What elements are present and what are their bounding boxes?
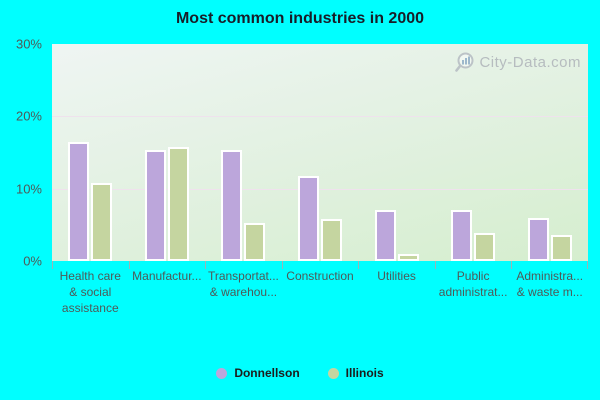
bar-group-4 xyxy=(358,44,435,261)
x-label-0: Health care & social assistance xyxy=(59,269,121,315)
x-label-2: Transportat... & warehou... xyxy=(207,269,279,299)
bar-illinois-5 xyxy=(474,232,496,261)
legend-item-donnellson: Donnellson xyxy=(216,366,300,380)
y-axis: 30% 20% 10% 0% xyxy=(0,37,46,269)
legend-marker-icon xyxy=(216,367,228,379)
bar-group-6 xyxy=(511,44,588,261)
x-label-3: Construction xyxy=(286,269,354,283)
y-tick-label-0%: 0% xyxy=(23,253,42,269)
bar-donnellson-3 xyxy=(298,175,320,261)
gridline-20% xyxy=(52,116,588,118)
bar-donnellson-0 xyxy=(68,142,90,261)
watermark-text: City-Data.com xyxy=(479,53,581,71)
gridline-10% xyxy=(52,188,588,190)
y-tick-label-20%: 20% xyxy=(15,108,42,124)
bar-donnellson-2 xyxy=(221,150,243,261)
bar-donnellson-6 xyxy=(527,217,549,261)
bar-group-2 xyxy=(205,44,282,261)
x-label-6: Administra... & waste m... xyxy=(516,269,584,299)
chart-title: Most common industries in 2000 xyxy=(175,10,425,27)
x-tick-7 xyxy=(587,261,588,269)
x-axis: Health care & social assistance Manufactur.… xyxy=(52,261,588,323)
bar-illinois-3 xyxy=(321,219,343,261)
watermark: City-Data.com xyxy=(454,51,581,73)
x-label-1: Manufactur... xyxy=(132,269,202,283)
x-label-4: Utilities xyxy=(377,269,416,283)
x-tick-1 xyxy=(128,261,130,269)
x-tick-4 xyxy=(358,261,360,269)
y-tick-label-30%: 30% xyxy=(15,36,42,52)
legend-item-illinois: Illinois xyxy=(327,366,384,380)
bars-row xyxy=(52,44,588,261)
bar-illinois-1 xyxy=(167,146,189,261)
legend: Donnellson Illinois xyxy=(0,366,600,380)
plot-area: City-Data.com xyxy=(52,44,588,261)
legend-label: Donnellson xyxy=(234,366,300,380)
x-label-5: Public administrat... xyxy=(438,269,508,299)
x-tick-3 xyxy=(281,261,283,269)
bar-group-3 xyxy=(282,44,359,261)
bar-illinois-4 xyxy=(397,253,419,261)
bar-illinois-6 xyxy=(550,234,572,261)
bar-donnellson-1 xyxy=(144,150,166,261)
bar-illinois-0 xyxy=(91,182,113,261)
bar-group-1 xyxy=(129,44,206,261)
legend-label: Illinois xyxy=(345,366,384,380)
x-tick-5 xyxy=(434,261,436,269)
legend-marker-icon xyxy=(327,367,339,379)
bar-donnellson-5 xyxy=(451,210,473,261)
bar-illinois-2 xyxy=(244,223,266,261)
x-tick-2 xyxy=(205,261,207,269)
bar-donnellson-4 xyxy=(374,209,396,261)
bar-group-5 xyxy=(435,44,512,261)
bar-group-0 xyxy=(52,44,129,261)
x-tick-0 xyxy=(52,261,53,269)
y-tick-label-10%: 10% xyxy=(15,181,42,197)
magnifier-chart-icon xyxy=(454,51,476,73)
x-tick-6 xyxy=(511,261,513,269)
